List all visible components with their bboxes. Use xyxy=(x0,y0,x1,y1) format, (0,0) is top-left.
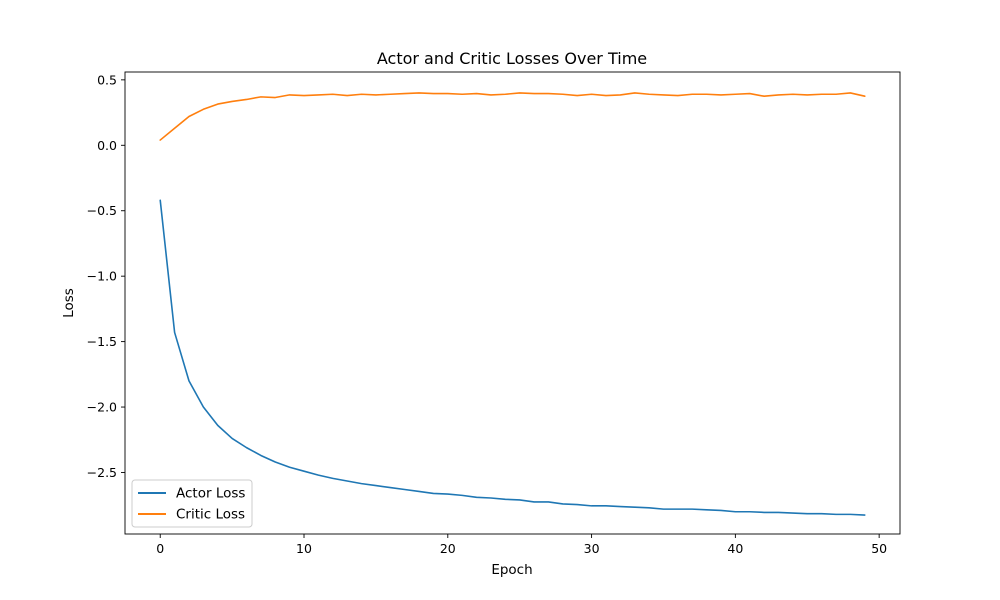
y-tick-label: −2.5 xyxy=(87,465,117,480)
series-line-critic-loss xyxy=(159,92,866,141)
y-tick-label: −2.0 xyxy=(87,400,117,415)
y-tick-label: −0.5 xyxy=(87,203,117,218)
x-axis: 0 10 20 30 40 50 xyxy=(156,534,887,556)
series-line-actor-loss xyxy=(159,199,866,516)
x-tick-label: 0 xyxy=(156,541,164,556)
legend-box xyxy=(131,479,253,528)
axes-frame xyxy=(124,71,901,535)
x-tick-label: 10 xyxy=(296,541,312,556)
legend-label-critic-loss: Critic Loss xyxy=(176,507,245,523)
y-axis: −2.5 −2.0 −1.5 −1.0 −0.5 0.0 0.5 xyxy=(87,72,125,480)
legend-label-actor-loss: Actor Loss xyxy=(176,486,245,502)
chart-title: Actor and Critic Losses Over Time xyxy=(377,49,647,68)
y-tick-label: −1.5 xyxy=(87,334,117,349)
x-tick-label: 50 xyxy=(871,541,887,556)
y-tick-label: 0.5 xyxy=(97,72,117,87)
y-axis-label: Loss xyxy=(61,288,77,318)
x-tick-label: 40 xyxy=(727,541,743,556)
y-tick-label: −1.0 xyxy=(87,269,117,284)
x-tick-label: 30 xyxy=(584,541,600,556)
legend: Actor Loss Critic Loss xyxy=(131,479,253,528)
x-axis-label: Epoch xyxy=(491,562,532,578)
y-tick-label: 0.0 xyxy=(97,138,117,153)
plot-area xyxy=(159,92,866,516)
x-tick-label: 20 xyxy=(440,541,456,556)
